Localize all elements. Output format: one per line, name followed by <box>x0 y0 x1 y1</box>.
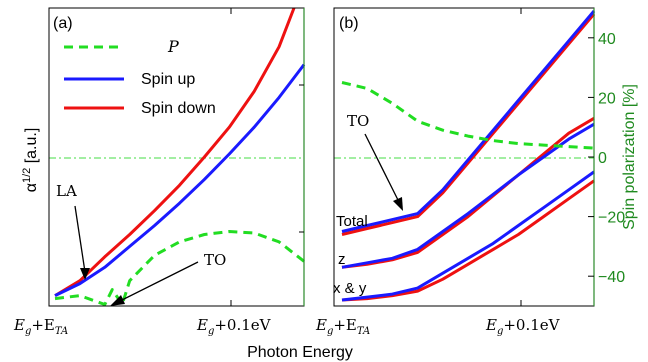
annotation-la: LA <box>56 182 77 200</box>
y2-tick-label: −40 <box>598 269 625 286</box>
annotation-la-arrowhead <box>80 268 90 280</box>
annotation-to-a-arrowhead <box>110 295 125 306</box>
tick-plus-ev: +0.1eV <box>503 316 560 334</box>
panel-b-label: (b) <box>339 15 359 32</box>
annotation-la-arrow <box>74 205 86 273</box>
panel-a-xtick-label-right: Eg+0.1eV <box>196 316 272 337</box>
curve-label-x-and-y: x & y <box>333 280 367 297</box>
tick-sub-g: g <box>497 326 503 337</box>
x-axis-label: Photon Energy <box>247 344 353 361</box>
annotation-to-b-arrow <box>364 133 400 203</box>
tick-sub-ta: TA <box>55 326 68 337</box>
annotation-to-a: TO <box>204 251 226 269</box>
series-total-spin-up <box>341 10 596 233</box>
panel-b-xtick-label-left: Eg+ETA <box>315 316 370 337</box>
tick-plus-ev: +0.1eV <box>214 316 271 334</box>
series-spin-down <box>54 7 296 297</box>
series-spin-up <box>54 63 306 297</box>
tick-e: E <box>13 316 25 334</box>
panel-a-ylabel: α1/2 [a.u.] <box>21 128 40 193</box>
tick-sub-g: g <box>208 326 214 337</box>
panel-a-xtick-label-left: Eg+ETA <box>13 316 68 337</box>
y2-tick-label: 40 <box>598 31 616 48</box>
panel-a-label: (a) <box>53 15 73 32</box>
tick-sub-g: g <box>327 326 333 337</box>
panel-a-legend: P Spin up Spin down <box>64 37 216 117</box>
panel-a: (a) P Spin up Spin down LA TO α1/2 [a.u.… <box>13 7 306 337</box>
tick-e: E <box>315 316 327 334</box>
panel-a-series-layer <box>54 7 306 306</box>
tick-sub-g: g <box>25 326 31 337</box>
y2-tick-label: −20 <box>598 210 625 227</box>
panel-b-xtick-label-right: Eg+0.1eV <box>485 316 561 337</box>
ylabel-symbol: α <box>23 183 40 192</box>
tick-sub-ta: TA <box>357 326 370 337</box>
tick-plus-e: +E <box>333 316 357 334</box>
series-z-spin-up <box>341 122 595 269</box>
curve-label-total: Total <box>336 213 368 230</box>
tick-plus-e: +E <box>31 316 55 334</box>
panel-b-series-layer <box>341 10 596 302</box>
panel-b-right-ticks: −40 −20 0 20 40 <box>588 31 625 286</box>
y2-tick-label: 20 <box>598 90 616 107</box>
series-x-y-spin-up <box>341 170 595 302</box>
series-total-spin-down <box>341 13 596 236</box>
series-z-spin-down <box>341 117 595 269</box>
tick-e: E <box>485 316 497 334</box>
annotation-to-b-arrowhead <box>393 197 403 211</box>
legend-label-spin-down: Spin down <box>141 100 216 117</box>
legend-label-spin-up: Spin up <box>141 71 195 88</box>
curve-label-z: z <box>338 251 346 268</box>
ylabel-unit: [a.u.] <box>23 128 40 168</box>
legend-label-p: P <box>167 37 179 56</box>
annotation-to-a-arrow <box>117 261 199 303</box>
ylabel-superscript: 1/2 <box>21 168 33 183</box>
tick-e: E <box>196 316 208 334</box>
y2-tick-label: 0 <box>598 150 607 167</box>
panel-b-ylabel-right: Spin polarization [%] <box>621 84 638 230</box>
annotation-to-b: TO <box>347 112 369 130</box>
series-p <box>54 230 305 306</box>
series-spin-polarization <box>341 81 595 150</box>
